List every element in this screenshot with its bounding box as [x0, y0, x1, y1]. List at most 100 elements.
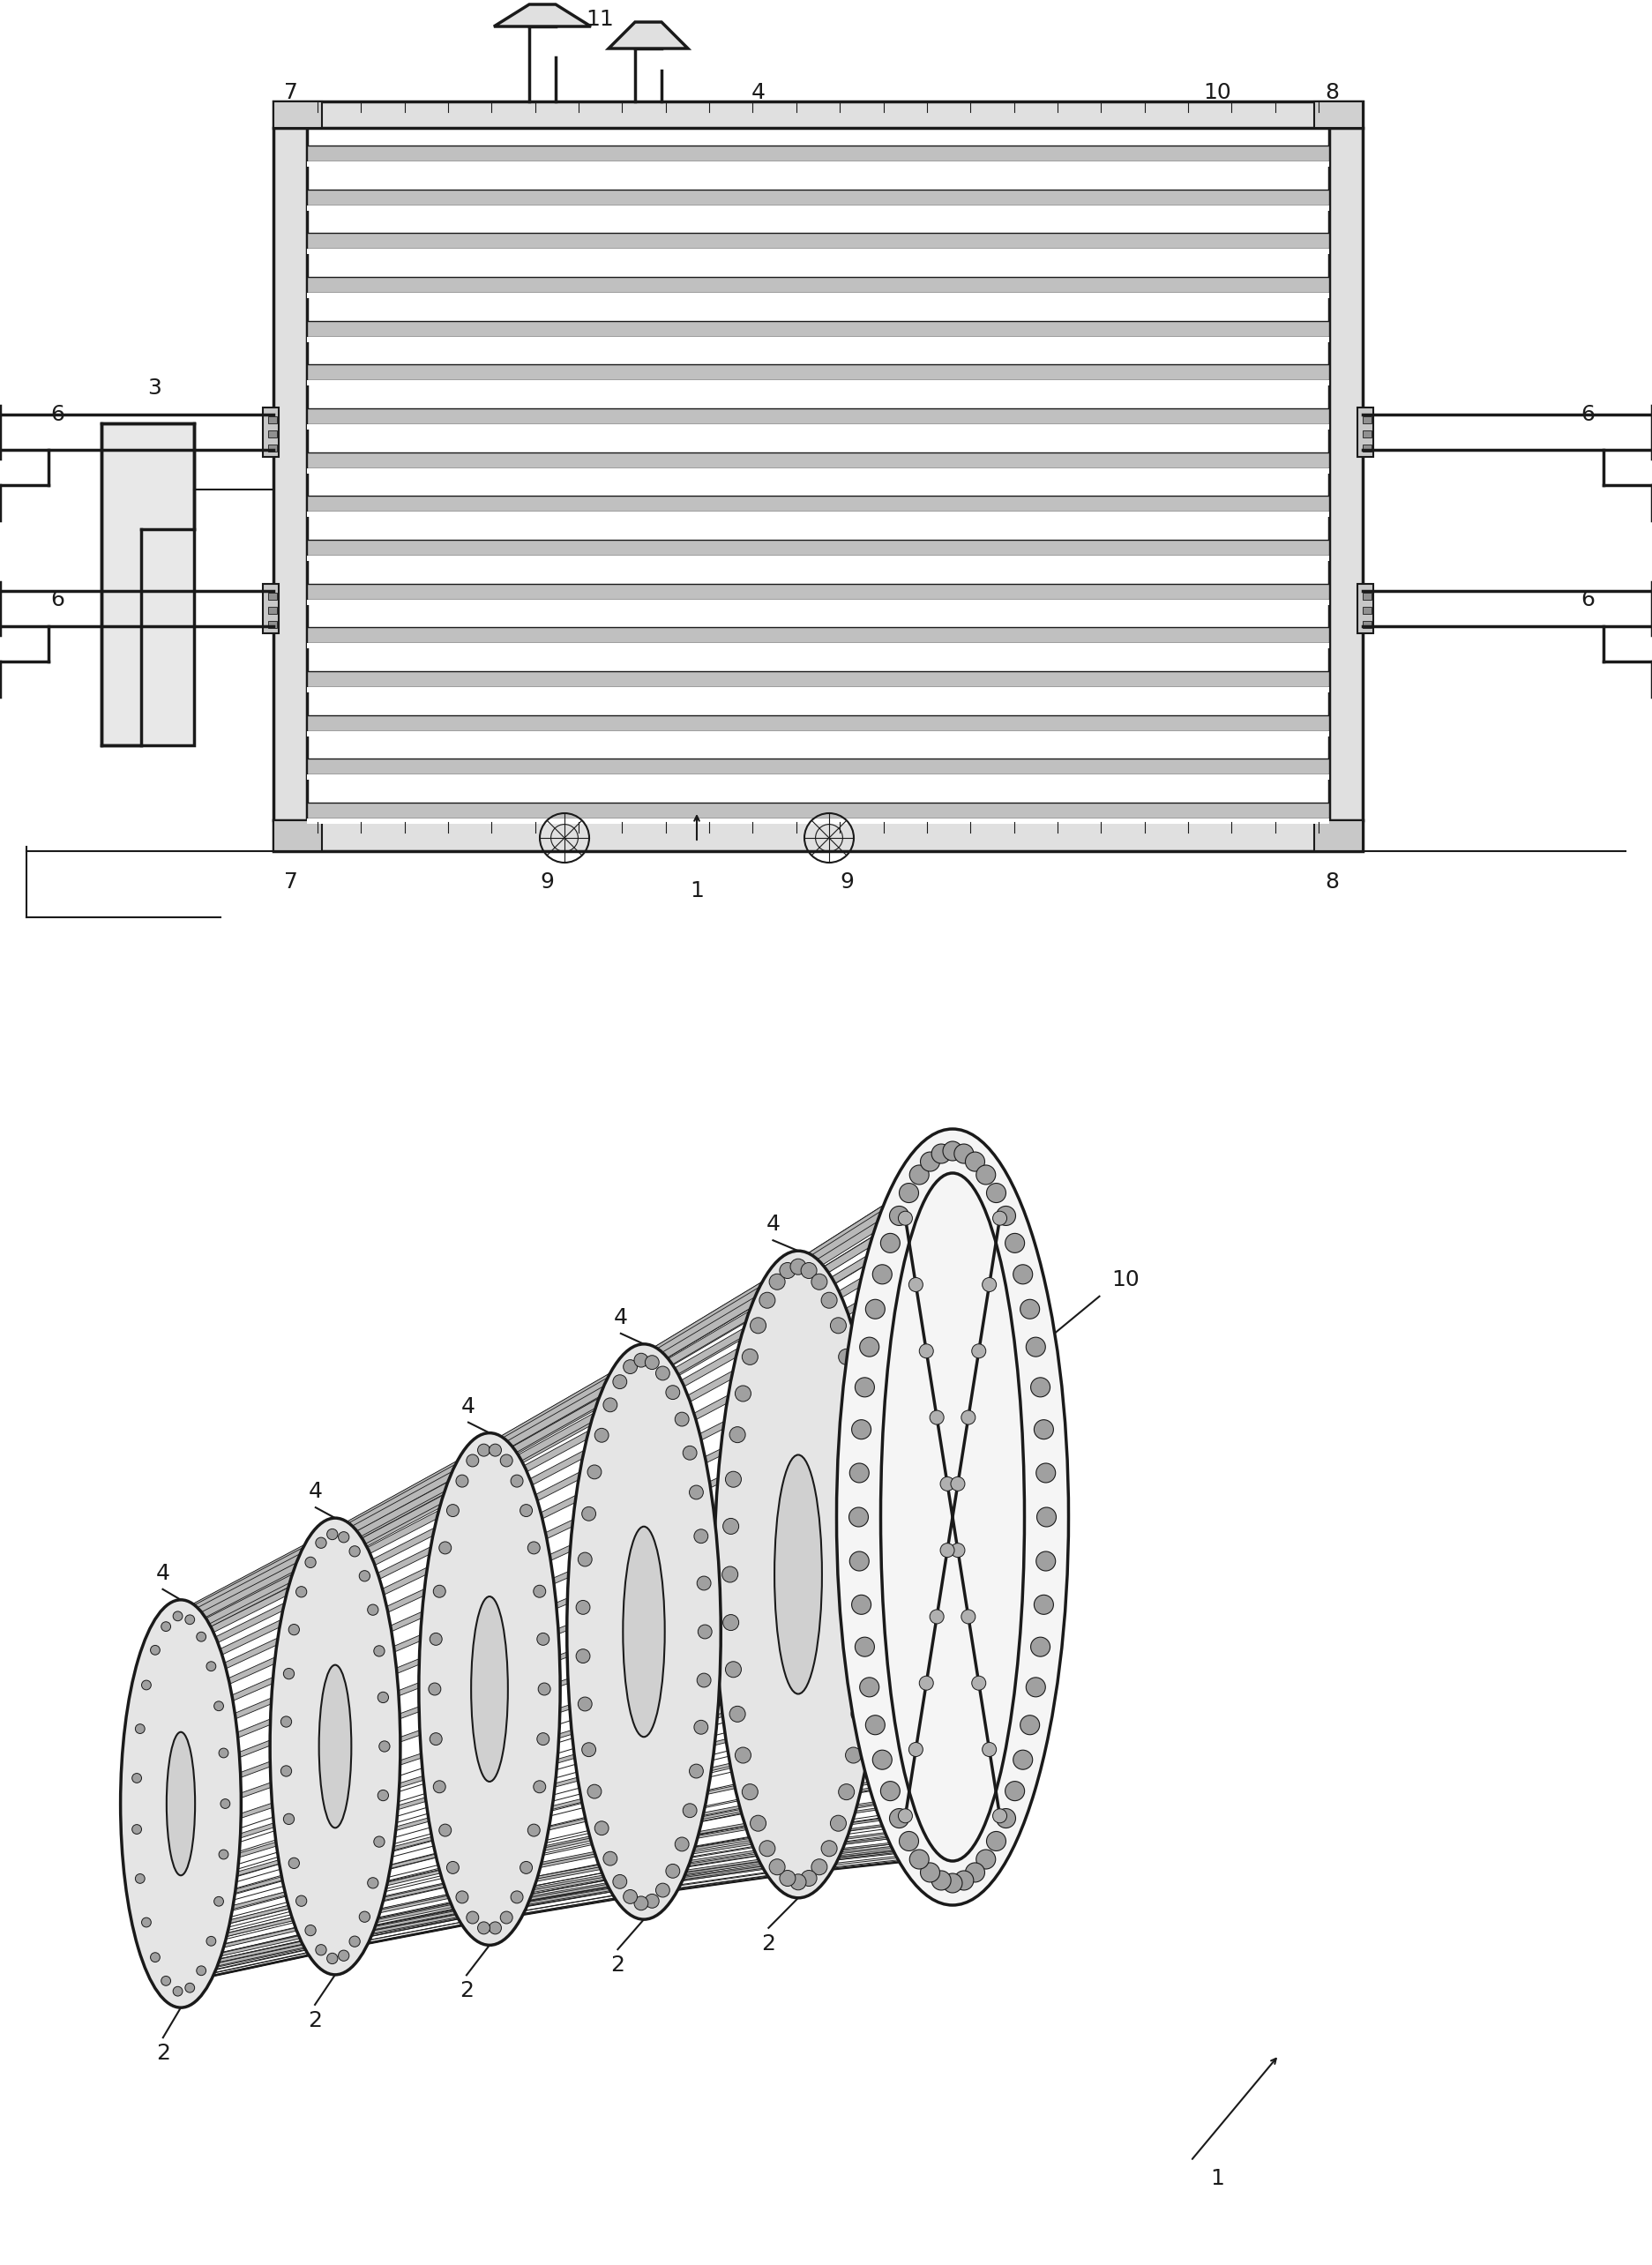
Polygon shape: [606, 1807, 770, 1835]
Circle shape: [656, 1882, 669, 1898]
Polygon shape: [206, 1814, 380, 1862]
Circle shape: [697, 1624, 712, 1638]
Polygon shape: [689, 1547, 864, 1608]
Bar: [307, 775, 1330, 779]
Polygon shape: [195, 1570, 365, 1647]
Bar: [307, 453, 1330, 469]
Circle shape: [150, 1758, 164, 1771]
Circle shape: [167, 1916, 180, 1930]
Polygon shape: [491, 1364, 659, 1452]
Circle shape: [349, 1547, 360, 1556]
Circle shape: [1037, 1506, 1056, 1527]
Circle shape: [339, 1950, 349, 1961]
Polygon shape: [365, 1590, 539, 1658]
Polygon shape: [208, 1703, 382, 1764]
Circle shape: [150, 1644, 160, 1656]
Polygon shape: [676, 1366, 849, 1445]
Bar: [307, 584, 1330, 600]
Bar: [268, 444, 278, 451]
Polygon shape: [469, 1873, 636, 1900]
Polygon shape: [639, 1266, 808, 1359]
Polygon shape: [851, 1488, 1028, 1547]
Circle shape: [206, 1937, 216, 1946]
Circle shape: [1036, 1552, 1056, 1572]
Bar: [268, 607, 278, 614]
Text: 10: 10: [1203, 82, 1231, 104]
Circle shape: [150, 1952, 160, 1961]
Polygon shape: [628, 1860, 795, 1880]
Circle shape: [780, 1871, 796, 1887]
Circle shape: [1034, 1420, 1054, 1438]
Circle shape: [983, 1277, 996, 1291]
Circle shape: [306, 1925, 316, 1937]
Circle shape: [986, 1832, 1006, 1851]
Polygon shape: [525, 1724, 699, 1769]
Polygon shape: [325, 1447, 494, 1533]
Bar: [307, 496, 1330, 512]
Polygon shape: [368, 1667, 542, 1726]
Polygon shape: [689, 1581, 864, 1638]
Polygon shape: [621, 1277, 788, 1370]
Polygon shape: [768, 1196, 933, 1289]
Polygon shape: [662, 1828, 834, 1853]
Polygon shape: [464, 1379, 631, 1465]
Circle shape: [839, 1350, 854, 1366]
Bar: [101, 424, 193, 745]
Polygon shape: [529, 1638, 704, 1692]
Circle shape: [801, 1871, 816, 1887]
Polygon shape: [167, 1536, 335, 1617]
Ellipse shape: [121, 1599, 241, 2007]
Circle shape: [623, 1359, 638, 1375]
Polygon shape: [826, 1785, 998, 1810]
Circle shape: [940, 1542, 955, 1558]
Bar: [1358, 408, 1373, 458]
Bar: [307, 408, 1330, 424]
Polygon shape: [808, 1180, 978, 1277]
Polygon shape: [831, 1762, 1004, 1789]
Polygon shape: [208, 1771, 382, 1823]
Circle shape: [135, 1724, 145, 1733]
Circle shape: [971, 1676, 986, 1690]
Circle shape: [909, 1742, 923, 1758]
Polygon shape: [358, 1524, 530, 1601]
Circle shape: [790, 1873, 806, 1889]
Polygon shape: [846, 1377, 1023, 1450]
Polygon shape: [459, 1851, 624, 1880]
Bar: [307, 161, 1330, 168]
Circle shape: [682, 1445, 697, 1461]
Circle shape: [932, 1871, 952, 1889]
Circle shape: [182, 1678, 195, 1690]
Circle shape: [910, 1851, 928, 1869]
Polygon shape: [819, 1805, 991, 1828]
Polygon shape: [689, 1615, 864, 1667]
Circle shape: [501, 1912, 512, 1923]
Polygon shape: [813, 1194, 985, 1289]
Polygon shape: [788, 1846, 955, 1862]
Polygon shape: [847, 1601, 1024, 1649]
Circle shape: [150, 1798, 162, 1810]
Bar: [307, 539, 1330, 555]
Circle shape: [866, 1715, 885, 1735]
Text: 11: 11: [586, 9, 615, 29]
Polygon shape: [344, 1465, 514, 1547]
Circle shape: [588, 1465, 601, 1479]
Circle shape: [527, 1542, 540, 1554]
Polygon shape: [367, 1615, 540, 1681]
Polygon shape: [172, 1533, 340, 1615]
Polygon shape: [200, 1601, 372, 1674]
Bar: [1363, 593, 1371, 600]
Polygon shape: [788, 1169, 955, 1266]
Polygon shape: [633, 1266, 801, 1359]
Polygon shape: [496, 1875, 666, 1903]
Circle shape: [215, 1896, 223, 1907]
Bar: [1315, 102, 1363, 127]
Circle shape: [367, 1604, 378, 1615]
Bar: [307, 670, 1330, 686]
Polygon shape: [164, 1932, 330, 1966]
Polygon shape: [367, 1744, 540, 1794]
Bar: [307, 381, 1330, 385]
Bar: [307, 802, 1330, 818]
Polygon shape: [208, 1681, 382, 1744]
Polygon shape: [608, 23, 687, 48]
Text: 10: 10: [1112, 1268, 1140, 1291]
